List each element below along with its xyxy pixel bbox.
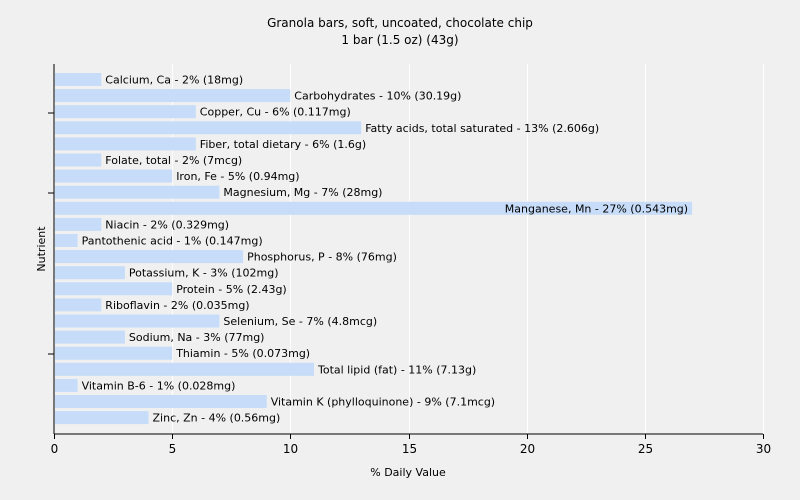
- y-axis-label: Nutrient: [35, 226, 48, 272]
- bar: [55, 314, 220, 328]
- bar: [55, 73, 102, 86]
- x-tick-label: 30: [756, 442, 771, 456]
- bar-label: Niacin - 2% (0.329mg): [105, 218, 229, 231]
- bar-label: Total lipid (fat) - 11% (7.13g): [317, 363, 476, 376]
- x-tick-label: 15: [402, 442, 417, 456]
- bar-label: Sodium, Na - 3% (77mg): [129, 331, 265, 344]
- bar: [55, 105, 196, 119]
- bar-label: Fatty acids, total saturated - 13% (2.60…: [365, 122, 599, 135]
- bar-label: Carbohydrates - 10% (30.19g): [294, 90, 461, 103]
- bar: [55, 121, 362, 135]
- gridlines: [172, 64, 764, 434]
- bar: [55, 153, 102, 167]
- bar-labels: Calcium, Ca - 2% (18mg) Carbohydrates - 1…: [82, 74, 688, 425]
- bar-label: Manganese, Mn - 27% (0.543mg): [505, 202, 688, 215]
- chart-subtitle: 1 bar (1.5 oz) (43g): [341, 33, 458, 47]
- bar: [55, 395, 267, 408]
- bar: [55, 330, 125, 344]
- bar: [55, 169, 173, 183]
- bar-label: Potassium, K - 3% (102mg): [129, 267, 279, 280]
- bar-label: Selenium, Se - 7% (4.8mcg): [223, 315, 377, 328]
- bar: [55, 250, 244, 264]
- x-ticks: 0 5 10 15 20 25 30: [48, 112, 771, 456]
- bar-label: Vitamin B-6 - 1% (0.028mg): [82, 379, 236, 392]
- bar: [55, 378, 78, 392]
- bar: [55, 89, 291, 103]
- bar: [55, 362, 314, 376]
- bar: [55, 217, 102, 231]
- bar-label: Thiamin - 5% (0.073mg): [175, 347, 310, 360]
- bar-label: Iron, Fe - 5% (0.94mg): [176, 170, 299, 183]
- bar: [55, 411, 149, 425]
- bar: [55, 234, 78, 247]
- bar-label: Vitamin K (phylloquinone) - 9% (7.1mcg): [271, 396, 495, 409]
- bar-label: Zinc, Zn - 4% (0.56mg): [153, 412, 281, 425]
- bar: [55, 282, 173, 296]
- x-tick-label: 0: [51, 442, 59, 456]
- chart-title: Granola bars, soft, uncoated, chocolate …: [267, 16, 533, 30]
- x-tick-label: 20: [520, 442, 535, 456]
- bar-label: Copper, Cu - 6% (0.117mg): [200, 106, 351, 119]
- bar: [55, 201, 693, 215]
- x-axis-label: % Daily Value: [370, 466, 446, 479]
- bar-label: Riboflavin - 2% (0.035mg): [105, 299, 249, 312]
- bar: [55, 298, 102, 312]
- bar-label: Calcium, Ca - 2% (18mg): [105, 74, 243, 87]
- bars: [55, 73, 693, 425]
- bar-label: Folate, total - 2% (7mcg): [105, 154, 242, 167]
- x-tick-label: 25: [638, 442, 653, 456]
- bar-label: Magnesium, Mg - 7% (28mg): [223, 186, 382, 199]
- bar-label: Phosphorus, P - 8% (76mg): [247, 251, 397, 264]
- bar-label: Protein - 5% (2.43g): [176, 283, 287, 296]
- x-tick-label: 5: [169, 442, 177, 456]
- bar-label: Pantothenic acid - 1% (0.147mg): [82, 235, 263, 248]
- bar: [55, 346, 173, 360]
- bar: [55, 185, 220, 199]
- bar: [55, 266, 125, 280]
- bar-label: Fiber, total dietary - 6% (1.6g): [200, 138, 366, 151]
- x-tick-label: 10: [283, 442, 298, 456]
- bar: [55, 137, 196, 151]
